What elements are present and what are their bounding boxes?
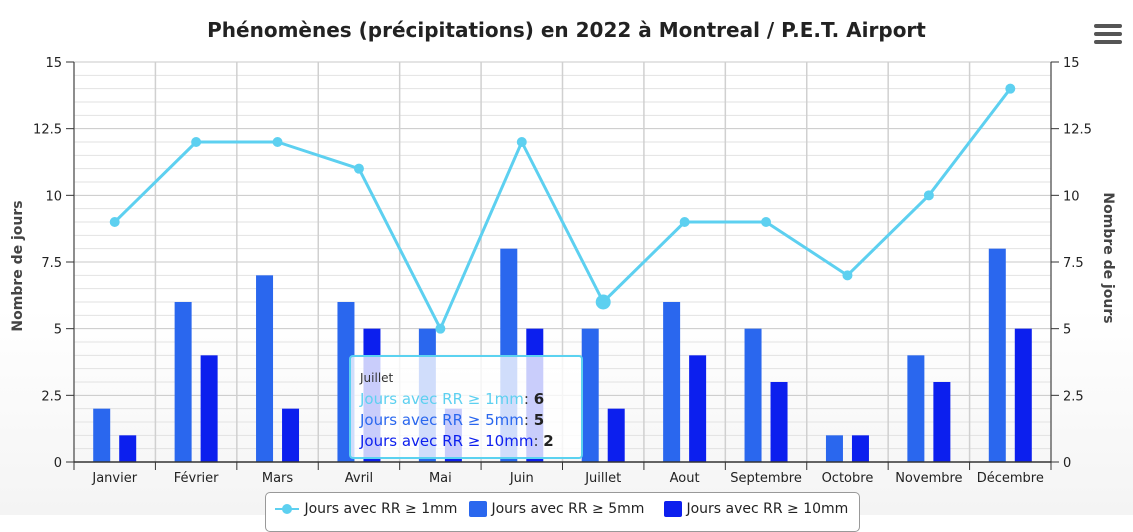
x-tick-label: Novembre: [895, 471, 962, 486]
line-point: [842, 270, 853, 281]
x-tick-label: Mai: [429, 471, 452, 486]
x-tick-label: Juillet: [584, 471, 621, 486]
tooltip-category: Juillet: [360, 371, 394, 385]
y-tick-label-right: 15: [1063, 56, 1080, 71]
tooltip-value: 2: [543, 432, 554, 450]
bar-5mm: [581, 328, 599, 462]
tooltip-label: Jours avec RR ≥ 5mm: [360, 411, 524, 429]
x-tick-label: Octobre: [822, 471, 874, 486]
y-tick-label-right: 5: [1063, 323, 1071, 338]
bar-10mm: [607, 408, 625, 462]
legend: Jours avec RR ≥ 1mm Jours avec RR ≥ 5mm …: [265, 492, 860, 532]
line-point: [761, 217, 772, 227]
legend-item-10mm[interactable]: Jours avec RR ≥ 10mm: [664, 501, 848, 517]
line-point: [516, 137, 527, 147]
legend-label: Jours avec RR ≥ 5mm: [491, 501, 645, 517]
tooltip-separator: :: [533, 432, 544, 450]
y-tick-label-left: 12.5: [33, 123, 62, 138]
bar-5mm: [663, 302, 681, 462]
line-point: [272, 137, 283, 147]
bar-5mm: [744, 328, 762, 462]
y-tick-label-left: 2.5: [41, 389, 62, 404]
tooltip-separator: :: [523, 411, 534, 429]
bar-5mm: [174, 302, 192, 462]
bar-5mm: [93, 408, 111, 462]
axes: 0 0 2.5 2.5 5 5 7.5 7.5 10 10 12.5 12.5 15 15 Janvier F…: [33, 56, 1092, 486]
legend-label: Jours avec RR ≥ 10mm: [686, 501, 849, 517]
y-tick-label-right: 0: [1063, 456, 1071, 471]
y-axis-label-left: Nombre de jours: [10, 200, 26, 331]
bar-5mm: [988, 248, 1006, 462]
chart-title: Phénomènes (précipitations) en 2022 à Mo…: [207, 18, 926, 42]
line-point: [679, 217, 690, 227]
tooltip-separator: :: [523, 390, 534, 408]
legend-label: Jours avec RR ≥ 1mm: [304, 501, 458, 517]
x-tick-label: Juin: [509, 471, 534, 486]
x-tick-label: Février: [174, 471, 219, 486]
bar-5mm: [256, 275, 274, 462]
bar-10mm: [770, 382, 788, 462]
line-point: [435, 323, 446, 334]
y-tick-label-right: 7.5: [1063, 256, 1084, 271]
bar-10mm: [933, 382, 951, 462]
y-tick-label-right: 2.5: [1063, 389, 1084, 404]
bar-10mm: [851, 435, 869, 462]
legend-line-symbol-icon: [275, 504, 299, 514]
tooltip-row-5mm: Jours avec RR ≥ 5mm: 5: [360, 410, 571, 431]
line-series: [109, 83, 1016, 334]
line-point: [923, 190, 934, 201]
bar-5mm: [825, 435, 843, 462]
y-tick-label-left: 5: [54, 323, 62, 338]
tooltip-row-10mm: Jours avec RR ≥ 10mm: 2: [360, 431, 571, 452]
x-tick-label: Janvier: [91, 471, 137, 486]
y-tick-label-left: 0: [54, 456, 62, 471]
menu-bar: [1094, 24, 1122, 28]
tooltip-value: 5: [533, 411, 545, 429]
line-1mm: [113, 87, 1012, 331]
y-tick-label-left: 7.5: [41, 256, 62, 271]
line-point: [1005, 83, 1016, 94]
line-point: [109, 217, 120, 227]
y-tick-label-left: 15: [45, 56, 62, 71]
x-tick-label: Aout: [670, 471, 700, 486]
x-tick-label: Septembre: [730, 471, 802, 486]
hamburger-menu-icon[interactable]: [1094, 24, 1122, 46]
tooltip-row-1mm: Jours avec RR ≥ 1mm: 6: [360, 389, 571, 410]
bar-5mm: [907, 355, 925, 462]
y-axis-label-right: Nombre de jours: [1100, 192, 1116, 323]
tooltip-label: Jours avec RR ≥ 10mm: [360, 432, 534, 450]
legend-bar-symbol-icon: [664, 501, 682, 517]
x-tick-label: Mars: [262, 471, 294, 486]
bar-10mm: [282, 408, 300, 462]
bar-10mm: [689, 355, 707, 462]
x-tick-label: Avril: [345, 471, 373, 486]
bar-10mm: [1014, 328, 1032, 462]
x-tick-label: Décembre: [977, 471, 1044, 486]
tooltip: Juillet Jours avec RR ≥ 1mm: 6 Jours ave…: [349, 355, 583, 459]
bar-10mm: [119, 435, 137, 462]
line-point: [353, 163, 364, 174]
menu-bar: [1094, 32, 1122, 36]
line-point: [595, 294, 611, 310]
y-tick-label-right: 12.5: [1063, 123, 1092, 138]
tooltip-label: Jours avec RR ≥ 1mm: [360, 390, 524, 408]
legend-item-5mm[interactable]: Jours avec RR ≥ 5mm: [469, 501, 644, 517]
line-point: [191, 137, 202, 147]
legend-item-1mm[interactable]: Jours avec RR ≥ 1mm: [274, 501, 457, 517]
legend-bar-symbol-icon: [469, 501, 487, 517]
bar-10mm: [200, 355, 218, 462]
y-tick-label-right: 10: [1063, 189, 1080, 204]
tooltip-value: 6: [533, 390, 545, 408]
y-tick-label-left: 10: [45, 189, 62, 204]
menu-bar: [1094, 40, 1122, 44]
